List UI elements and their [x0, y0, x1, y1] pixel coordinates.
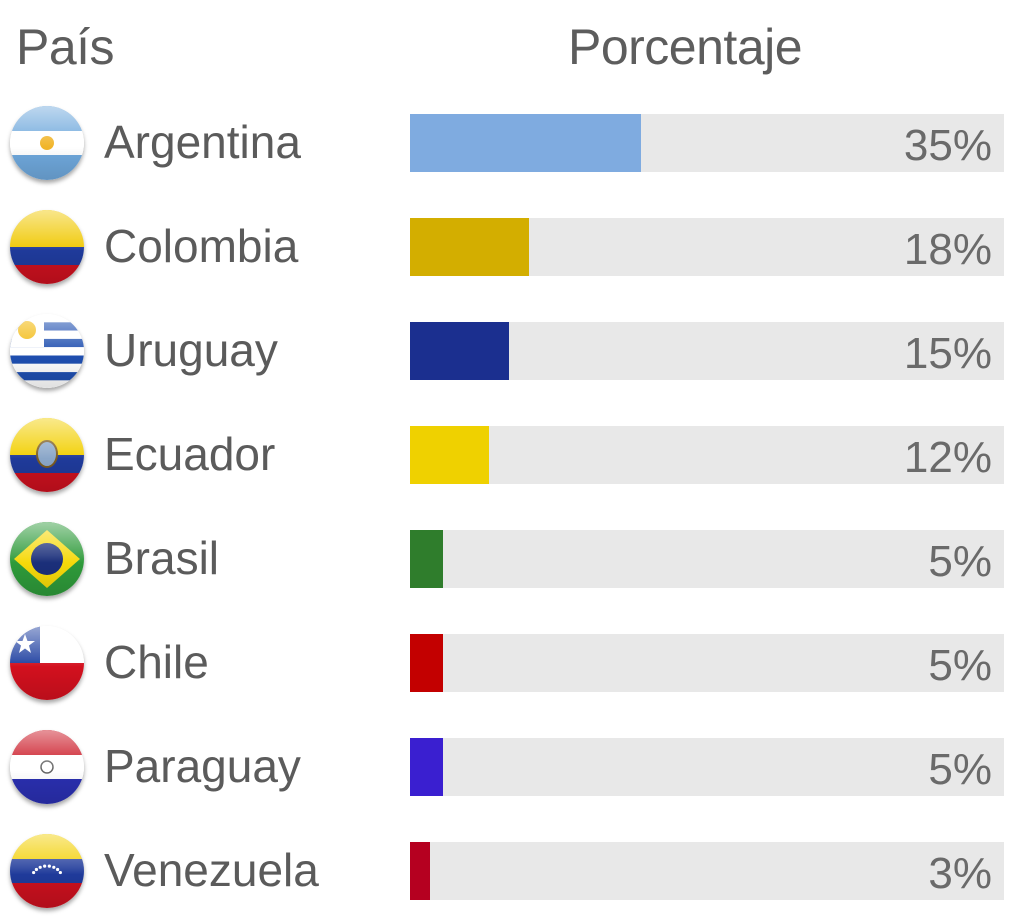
paraguay-flag-icon — [10, 730, 84, 804]
data-label: 12% — [903, 433, 992, 482]
data-label: 15% — [903, 329, 992, 378]
bar-row: Ecuador 12% — [0, 414, 1020, 492]
bar — [410, 426, 489, 484]
category-label: Ecuador — [104, 428, 276, 480]
bar-row: Venezuela 3% — [0, 830, 1020, 908]
chile-flag-icon — [10, 626, 84, 700]
venezuela-flag-icon — [10, 834, 84, 908]
category-label: Brasil — [104, 532, 220, 584]
bar-track: 5% — [410, 634, 1004, 692]
data-label: 3% — [928, 849, 992, 898]
bar — [410, 218, 529, 276]
brazil-flag-icon — [10, 522, 84, 596]
bar-track: 5% — [410, 530, 1004, 588]
bar-track: 15% — [410, 322, 1004, 380]
bar-row: Colombia 18% — [0, 206, 1020, 284]
data-label: 5% — [928, 641, 992, 690]
category-label: Uruguay — [104, 324, 278, 376]
percent-column-header: Porcentaje — [568, 19, 803, 75]
bar — [410, 114, 641, 172]
bar-track: 3% — [410, 842, 1004, 900]
data-label: 5% — [928, 537, 992, 586]
bar — [410, 322, 509, 380]
uruguay-flag-icon — [10, 314, 84, 388]
data-label: 18% — [903, 225, 992, 274]
ecuador-flag-icon — [10, 418, 84, 492]
bar-track: 18% — [410, 218, 1004, 276]
category-label: Paraguay — [104, 740, 301, 792]
bar-track: 12% — [410, 426, 1004, 484]
bar — [410, 842, 430, 900]
bar — [410, 738, 443, 796]
country-column-header: País — [16, 19, 115, 75]
argentina-flag-icon — [10, 106, 84, 180]
category-label: Venezuela — [104, 844, 319, 896]
category-label: Chile — [104, 636, 209, 688]
bar-row: Paraguay 5% — [0, 726, 1020, 804]
data-label: 5% — [928, 745, 992, 794]
colombia-flag-icon — [10, 210, 84, 284]
bar-track: 5% — [410, 738, 1004, 796]
category-label: Colombia — [104, 220, 299, 272]
category-label: Argentina — [104, 116, 301, 168]
bar-row: Argentina 35% — [0, 102, 1020, 180]
data-label: 35% — [903, 121, 992, 170]
bar — [410, 530, 443, 588]
bar-row: Chile 5% — [0, 622, 1020, 700]
bar — [410, 634, 443, 692]
bar-row: Brasil 5% — [0, 518, 1020, 596]
bar-row: Uruguay 15% — [0, 310, 1020, 388]
bar-track: 35% — [410, 114, 1004, 172]
